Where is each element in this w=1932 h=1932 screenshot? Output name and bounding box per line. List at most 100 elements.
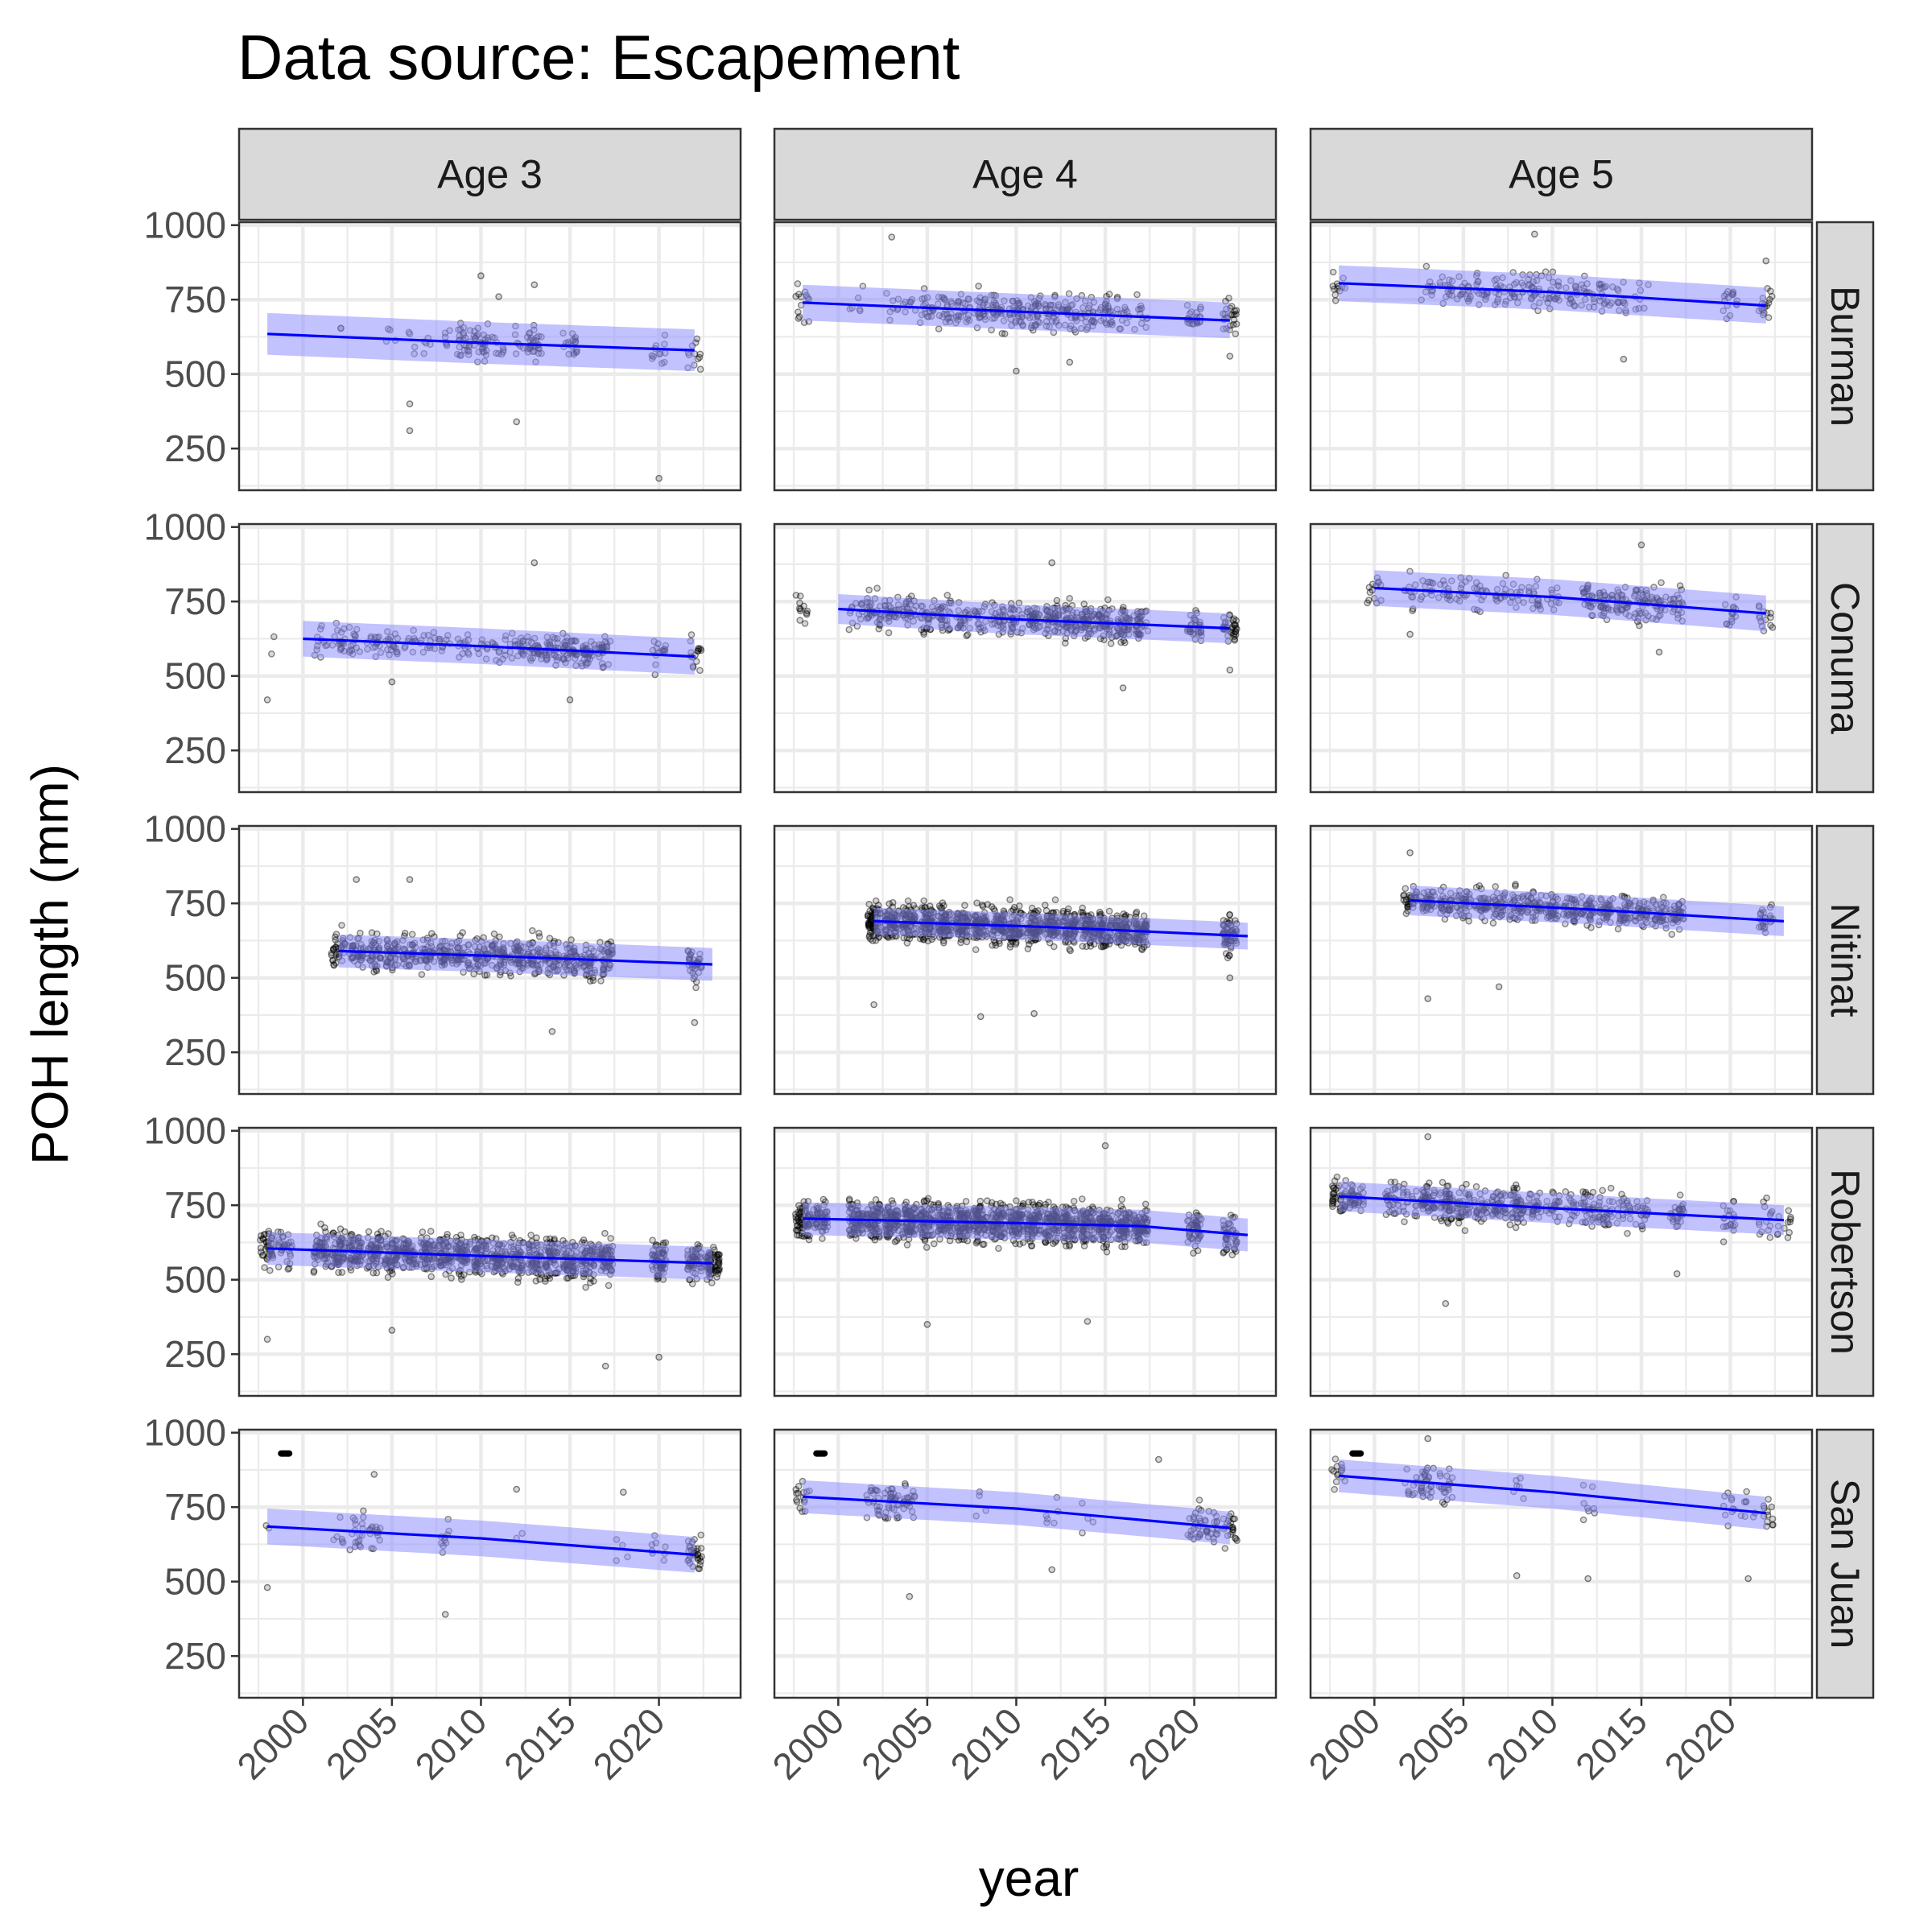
data-point [1232,628,1239,635]
data-point [1226,910,1233,919]
y-tick-label: 250 [164,729,226,771]
strip-row-4 [1815,1126,1875,1397]
data-point [332,931,341,938]
data-point [696,353,704,361]
data-point [1769,624,1777,631]
y-tick-label: 1000 [144,204,226,246]
strip-label-col: Age 4 [972,152,1078,197]
data-point [1104,596,1112,604]
trend-line [267,332,695,352]
data-point [1365,597,1373,604]
data-point [1009,906,1018,914]
data-point [330,945,337,953]
data-point [920,936,927,943]
data-point [428,930,436,937]
data-point [973,899,980,906]
data-point [1230,630,1237,638]
data-point [1007,940,1014,948]
data-point [284,1265,292,1273]
data-point [1402,896,1410,903]
data-point [867,919,874,926]
trend-line [838,607,1230,630]
trend-line [803,301,1230,322]
outlier-point [1226,353,1234,360]
y-tick-label: 750 [164,882,226,924]
outlier-point [888,233,895,241]
data-point [529,927,536,935]
data-point [373,1269,381,1277]
data-point [1013,939,1020,946]
data-point [1232,628,1240,636]
data-point [924,937,932,945]
data-point [1331,285,1338,293]
data-point [866,907,873,914]
trend-line [338,949,712,966]
data-point [328,949,336,957]
data-point [1402,898,1410,906]
data-point [984,901,992,908]
data-point [317,1220,324,1228]
data-point [1231,621,1238,629]
data-point [368,929,376,936]
data-point [587,977,594,985]
data-point [257,1245,265,1252]
data-point [1331,297,1340,304]
data-point [1765,314,1773,321]
data-point [961,902,968,909]
data-point [1016,902,1023,910]
data-point [1222,950,1230,957]
data-point [1492,883,1499,890]
data-point [568,936,575,943]
outlier-point [477,272,485,279]
data-point [904,897,912,905]
data-point [1087,943,1095,950]
trend-line [1410,898,1784,923]
data-point [695,645,702,652]
data-point [259,1252,267,1259]
data-point [1051,896,1059,903]
data-point [330,961,338,969]
data-point [1231,635,1238,643]
data-point [1542,268,1550,275]
data-point [1141,943,1148,951]
data-point [1657,579,1665,587]
data-point [1080,601,1088,608]
outlier-point [495,293,502,300]
data-point [694,647,702,655]
data-point [1768,292,1776,300]
data-point [1067,947,1074,955]
data-point [329,945,337,952]
data-point [1232,624,1240,632]
data-point [795,605,803,613]
outlier-point [406,400,414,408]
data-point [332,943,340,951]
data-point [972,946,980,953]
data-point [330,961,337,968]
data-point [975,283,982,290]
outlier-point [566,696,574,704]
strip-label-col: Age 5 [1509,152,1614,197]
strip-row-1 [1815,221,1875,492]
data-point [865,900,873,908]
data-point [1096,908,1104,916]
data-point [1059,907,1067,915]
outlier-point [1531,230,1538,238]
y-tick-label: 750 [164,279,226,320]
data-point [535,933,543,940]
data-point [694,355,702,363]
data-point [919,935,927,943]
y-axis-title: POH length (mm) [21,764,79,1165]
data-point [331,933,339,941]
data-point [940,939,947,947]
data-point [795,308,802,316]
y-tick-label: 500 [164,655,226,697]
panel-robertson-age-3 [237,1126,742,1397]
strip-row-2 [1815,522,1875,794]
data-point [867,916,874,924]
data-point [259,1235,266,1243]
data-point [1587,923,1595,931]
strip-label-row: Conuma [1823,582,1868,734]
data-point [1097,943,1105,951]
outlier-point [1655,648,1663,656]
data-point [260,1231,268,1238]
